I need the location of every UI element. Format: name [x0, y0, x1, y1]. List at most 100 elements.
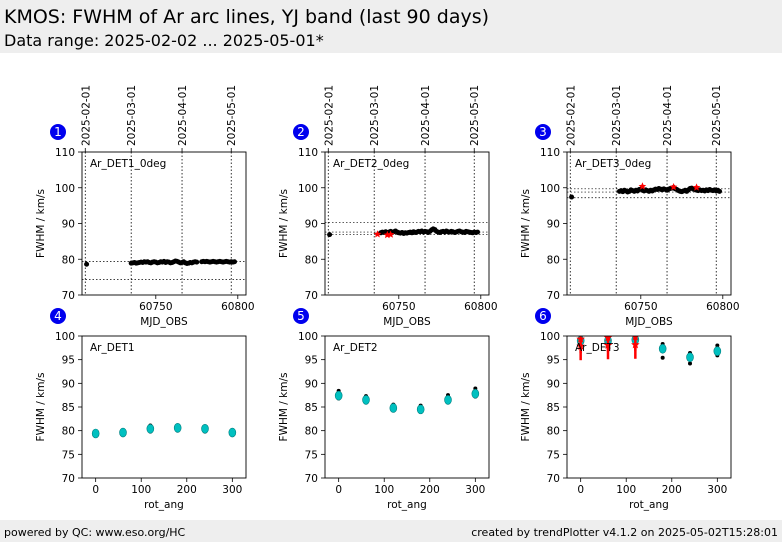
x-tick-label: 60800: [464, 301, 497, 313]
date-tick-label: 2025-04-01: [662, 85, 674, 146]
x-tick-label: 200: [177, 484, 197, 496]
badge-number: 3: [539, 125, 547, 139]
y-tick-label: 80: [305, 254, 318, 266]
plot-frame: [81, 151, 247, 296]
x-axis-label: rot_ang: [629, 499, 669, 511]
x-tick-label: 100: [616, 484, 636, 496]
page-title: KMOS: FWHM of Ar arc lines, YJ band (las…: [4, 6, 490, 28]
x-tick-label: 300: [707, 484, 727, 496]
x-axis-label: MJD_OBS: [383, 316, 431, 328]
y-axis-label: FWHM / km/s: [278, 189, 290, 258]
y-axis-label: FWHM / km/s: [278, 373, 290, 442]
badge-circle: [293, 308, 309, 324]
x-axis-label: MJD_OBS: [140, 316, 188, 328]
series-label: Ar_DET2_0deg: [333, 158, 409, 170]
data-layer: [327, 226, 481, 239]
series-label: Ar_DET2: [333, 342, 378, 354]
mean-marker: [658, 343, 667, 354]
chart-panel-5: 5 0 100 200 300 70 75 80 85 90 95 100 Ar_DET2 rot_ang…: [278, 308, 490, 511]
outlier-flag-star: [631, 336, 639, 341]
y-tick-label: 75: [62, 449, 75, 461]
y-tick-label: 80: [62, 254, 75, 266]
date-tick-label: 2025-03-01: [126, 85, 138, 146]
outlier-flag-star: [373, 230, 382, 238]
x-tick-label: 60750: [382, 301, 415, 313]
data-point: [475, 229, 481, 235]
y-tick-label: 100: [540, 331, 560, 343]
outlier-flag-star: [386, 230, 395, 238]
mean-marker: [173, 423, 182, 433]
badge-number: 4: [54, 309, 62, 323]
outlier-flag-star: [576, 341, 585, 350]
x-tick-label: 300: [465, 484, 485, 496]
mean-marker: [362, 395, 370, 405]
outlier-flag-star: [576, 336, 585, 343]
x-tick-label: 200: [662, 484, 682, 496]
y-tick-label: 70: [305, 290, 318, 302]
x-tick-label: 100: [131, 484, 151, 496]
plot-frame: [566, 151, 732, 296]
mean-marker: [713, 346, 722, 356]
outlier-flag-star: [669, 183, 678, 191]
y-tick-label: 80: [547, 254, 560, 266]
date-tick-label: 2025-02-01: [323, 85, 335, 146]
x-tick-label: 0: [92, 484, 99, 496]
y-tick-label: 80: [62, 426, 75, 438]
footer-band: powered by QC: www.eso.org/HC created by…: [0, 520, 782, 542]
x-tick-label: 300: [222, 484, 242, 496]
x-axis-label: rot_ang: [144, 499, 184, 511]
mean-marker: [416, 404, 425, 415]
mean-marker: [444, 395, 452, 405]
header-band: KMOS: FWHM of Ar arc lines, YJ band (las…: [0, 0, 782, 53]
x-axis-label: rot_ang: [387, 499, 427, 511]
data-layer: [569, 182, 723, 200]
series-label: Ar_DET3: [575, 342, 620, 354]
mean-marker: [389, 403, 398, 413]
chart-panel-2: 2 2025-02-01 2025-03-01 2025-04-01 2025-05-0…: [278, 85, 498, 328]
series-label: Ar_DET1_0deg: [90, 158, 166, 170]
panel-number-badge: 6: [535, 308, 551, 324]
y-axis-label: FWHM / km/s: [520, 189, 532, 258]
badge-number: 2: [297, 125, 305, 139]
data-point: [660, 355, 665, 360]
mean-marker: [91, 428, 100, 439]
y-tick-label: 90: [305, 219, 318, 231]
data-point: [715, 343, 720, 348]
mean-marker: [334, 390, 343, 401]
y-tick-label: 80: [305, 426, 318, 438]
y-tick-label: 70: [547, 290, 560, 302]
chart-panel-4: 4 0 100 200 300 70 75 80 85 90 95 100 Ar_DET1 rot_ang…: [35, 308, 247, 511]
y-tick-label: 110: [298, 147, 318, 159]
outlier-flag-star: [631, 340, 640, 349]
outlier-flag-star: [603, 336, 613, 342]
badge-circle: [50, 308, 66, 324]
outlier-flag-star: [638, 182, 647, 190]
date-tick-label: 2025-05-01: [469, 85, 481, 146]
x-tick-label: 200: [420, 484, 440, 496]
y-axis-label: FWHM / km/s: [520, 373, 532, 442]
x-axis-label: MJD_OBS: [625, 316, 673, 328]
y-axis-label: FWHM / km/s: [35, 189, 47, 258]
y-tick-label: 85: [305, 402, 318, 414]
plot-frame: [324, 335, 490, 479]
data-point: [194, 259, 200, 265]
mean-marker: [146, 423, 155, 434]
date-tick-label: 2025-04-01: [177, 85, 189, 146]
badge-number: 5: [297, 309, 305, 323]
data-point: [569, 194, 575, 200]
panel-number-badge: 2: [293, 124, 309, 140]
chart-panel-1: 1 2025-02-01 2025-03-01 2025-04-01 2025-05-0…: [35, 85, 255, 328]
chart-panel-6: 6 0 100 200 300 70 75 80 85 90 95 100 Ar_DET3 rot_ang…: [520, 308, 732, 511]
x-tick-label: 60750: [624, 301, 657, 313]
badge-circle: [293, 124, 309, 140]
x-tick-label: 100: [374, 484, 394, 496]
series-label: Ar_DET1: [90, 342, 135, 354]
data-range-subtitle: Data range: 2025-02-02 ... 2025-05-01*: [4, 31, 324, 50]
y-tick-label: 110: [540, 147, 560, 159]
date-tick-label: 2025-02-01: [80, 85, 92, 146]
mean-marker: [228, 427, 237, 438]
data-layer: [334, 386, 480, 415]
data-layer: [91, 423, 237, 439]
y-tick-label: 70: [62, 290, 75, 302]
